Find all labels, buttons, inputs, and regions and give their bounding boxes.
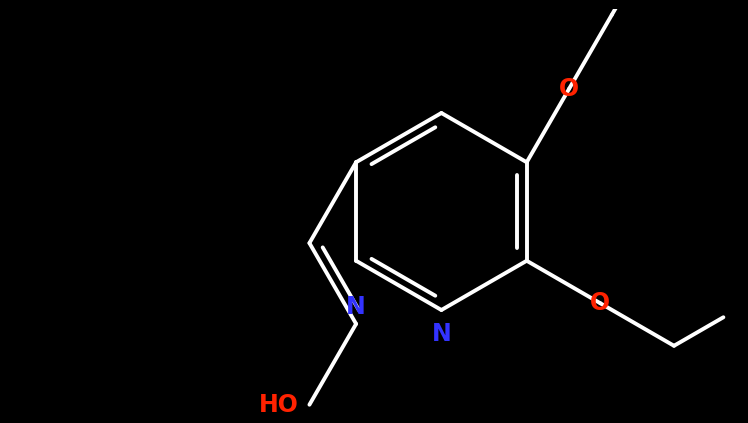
Text: N: N [346, 295, 366, 319]
Text: O: O [560, 77, 579, 101]
Text: HO: HO [259, 393, 299, 417]
Text: O: O [590, 291, 610, 315]
Text: N: N [432, 322, 451, 346]
